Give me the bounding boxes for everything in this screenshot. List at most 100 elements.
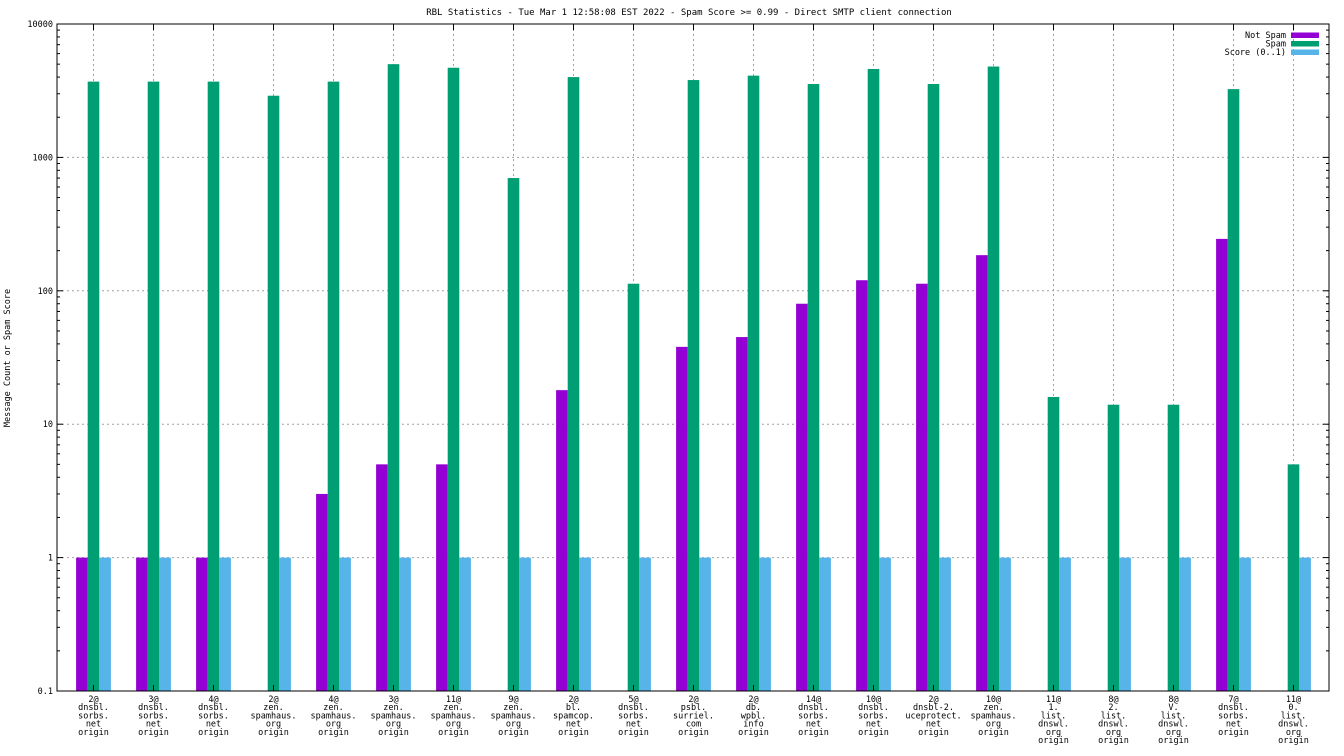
x-tick-label: 11@: [446, 695, 461, 705]
y-tick-label: 100: [38, 287, 53, 297]
legend-label: Score (0..1): [1225, 48, 1286, 58]
x-tick-label: sorbs.: [78, 711, 109, 721]
bar: [579, 557, 591, 691]
x-tick-label: 2.: [1108, 703, 1118, 713]
x-tick-label: 8@: [1108, 695, 1118, 705]
x-tick-label: 5@: [628, 695, 638, 705]
x-tick-label: zen.: [983, 703, 1003, 713]
x-tick-label: net: [1226, 720, 1241, 730]
x-tick-label: org: [506, 720, 521, 730]
bar: [327, 81, 340, 692]
bar: [507, 178, 520, 692]
x-tick-label: zen.: [263, 703, 283, 713]
x-tick-label: origin: [738, 728, 769, 738]
x-tick-label: origin: [618, 728, 649, 738]
bar: [196, 557, 208, 691]
x-tick-label: 3@: [148, 695, 158, 705]
bar: [459, 557, 471, 691]
x-tick-label: 11@: [1286, 695, 1301, 705]
bar: [267, 95, 280, 691]
y-tick-label: 10000: [27, 20, 53, 30]
x-tick-label: spamhaus.: [970, 711, 1016, 721]
x-tick-label: org: [386, 720, 401, 730]
x-tick-label: sorbs.: [858, 711, 889, 721]
x-tick-label: com: [686, 720, 701, 730]
x-tick-label: net: [566, 720, 581, 730]
bar: [447, 67, 460, 692]
x-tick-label: spamhaus.: [490, 711, 536, 721]
bar: [867, 68, 880, 692]
chart-title: RBL Statistics - Tue Mar 1 12:58:08 EST …: [426, 8, 952, 18]
x-tick-label: origin: [438, 728, 469, 738]
x-tick-label: 10@: [866, 695, 881, 705]
x-tick-label: origin: [78, 728, 109, 738]
x-tick-label: org: [1166, 728, 1181, 738]
x-tick-label: origin: [918, 728, 949, 738]
x-tick-label: origin: [378, 728, 409, 738]
x-tick-label: psbl.: [681, 703, 707, 713]
plot-frame: [56, 23, 1330, 692]
y-tick-label: 1000: [33, 153, 53, 163]
x-tick-label: 0.: [1288, 703, 1298, 713]
x-tick-label: 14@: [806, 695, 821, 705]
x-tick-label: origin: [558, 728, 589, 738]
x-tick-label: 2@: [928, 695, 938, 705]
x-tick-label: sorbs.: [138, 711, 169, 721]
x-tick-label: 9@: [508, 695, 518, 705]
bar: [796, 303, 808, 691]
bar: [987, 66, 1000, 692]
x-tick-label: info: [743, 720, 763, 730]
bars: [76, 64, 1311, 692]
bar: [1239, 557, 1251, 691]
x-tick-label: origin: [978, 728, 1009, 738]
legend-swatch: [1291, 49, 1319, 55]
x-tick-label: sorbs.: [198, 711, 229, 721]
bar: [639, 557, 651, 691]
x-tick-label: dnsbl.: [618, 703, 649, 713]
bar: [219, 557, 231, 691]
x-tick-label: origin: [678, 728, 709, 738]
y-tick-label: 1: [48, 554, 53, 564]
x-tick-label: org: [266, 720, 281, 730]
x-tick-label: 1.: [1048, 703, 1058, 713]
bar: [147, 81, 160, 692]
x-tick-label: 10@: [986, 695, 1001, 705]
x-tick-label: zen.: [443, 703, 463, 713]
axes: 0.11101001000100002@dnsbl.sorbs.netorigi…: [27, 20, 1330, 746]
x-tick-label: origin: [138, 728, 169, 738]
x-tick-label: origin: [798, 728, 829, 738]
x-tick-label: 4@: [208, 695, 218, 705]
x-tick-label: org: [326, 720, 341, 730]
x-tick-label: origin: [1158, 736, 1189, 746]
x-tick-label: spamcop.: [553, 711, 594, 721]
bar: [136, 557, 148, 691]
bar: [76, 557, 88, 691]
x-tick-label: origin: [1098, 736, 1129, 746]
bar: [676, 346, 688, 691]
bar: [999, 557, 1011, 691]
bar: [699, 557, 711, 691]
bar: [1299, 557, 1311, 691]
bar: [879, 557, 891, 691]
x-tick-label: 2@: [748, 695, 758, 705]
x-tick-label: spamhaus.: [370, 711, 416, 721]
x-tick-label: origin: [258, 728, 289, 738]
x-tick-label: 4@: [328, 695, 338, 705]
legend-label: Spam: [1266, 40, 1286, 50]
legend-label: Not Spam: [1245, 31, 1286, 41]
x-tick-label: list.: [1281, 711, 1307, 721]
x-tick-label: 2@: [88, 695, 98, 705]
x-tick-label: 2@: [568, 695, 578, 705]
bar: [159, 557, 171, 691]
x-tick-label: net: [926, 720, 941, 730]
x-tick-label: zen.: [323, 703, 343, 713]
y-tick-label: 10: [43, 420, 53, 430]
bar: [939, 557, 951, 691]
x-tick-label: net: [866, 720, 881, 730]
x-tick-label: origin: [198, 728, 229, 738]
x-tick-label: sorbs.: [618, 711, 649, 721]
x-tick-label: org: [1046, 728, 1061, 738]
x-tick-label: dnsbl.: [858, 703, 889, 713]
x-tick-label: org: [1286, 728, 1301, 738]
